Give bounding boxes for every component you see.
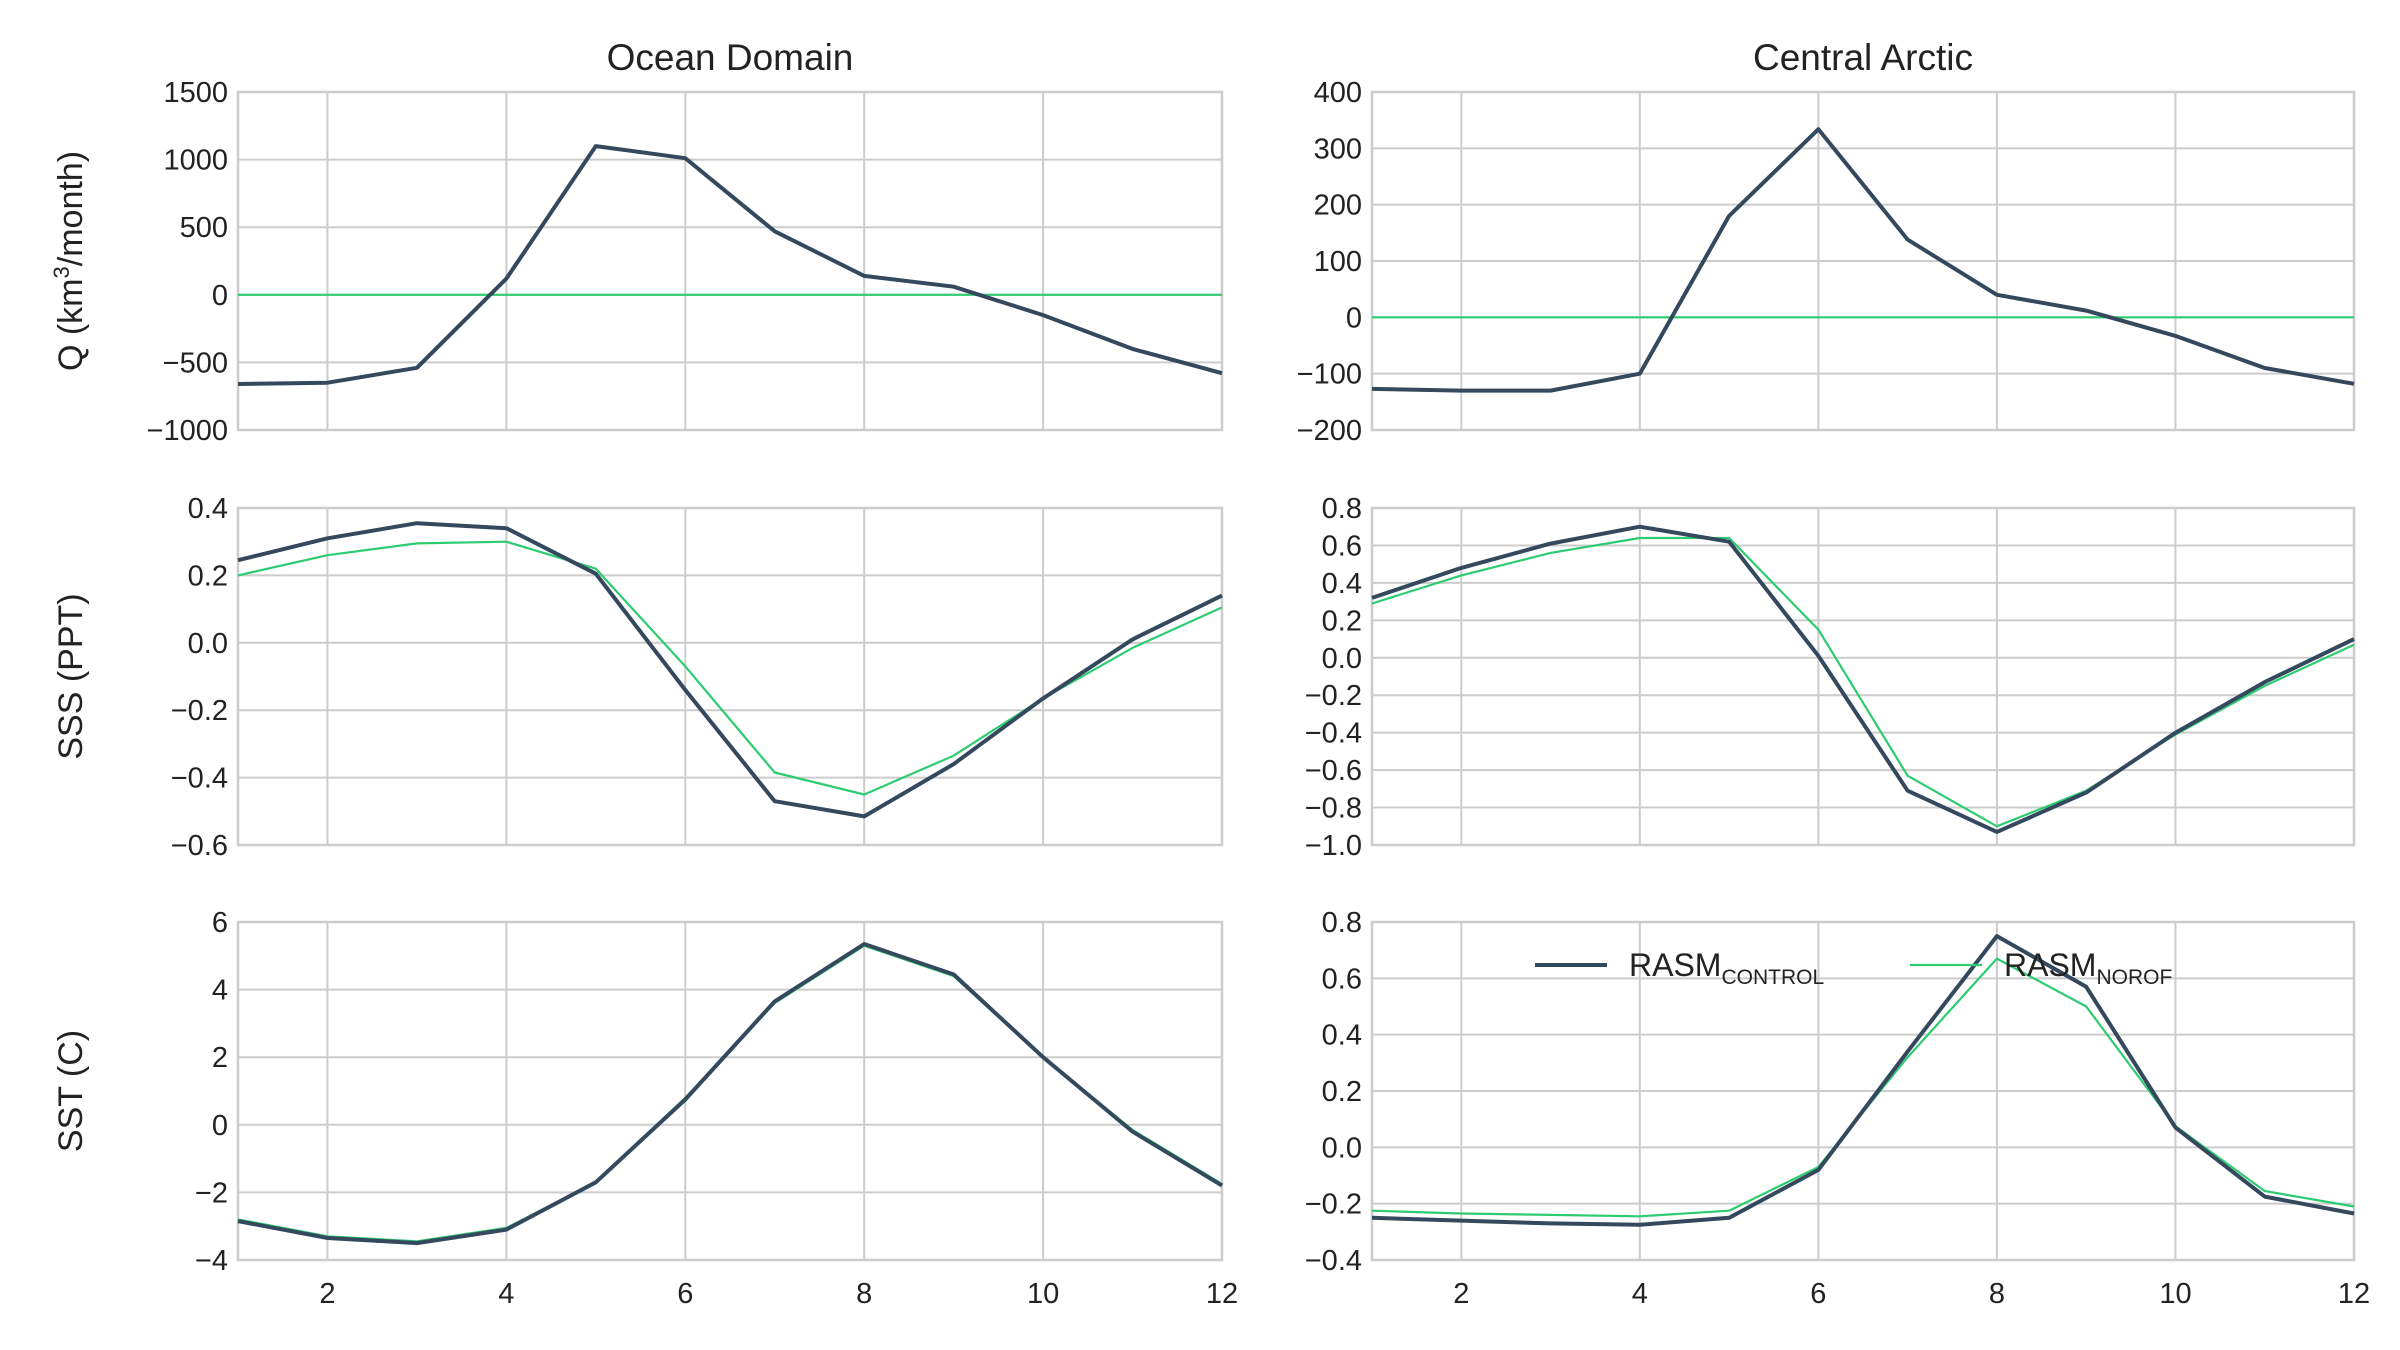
series-line-norof	[237, 540, 1223, 796]
y-tick-label: 0.8	[1322, 493, 1362, 525]
y-tick-label: 0.6	[1322, 530, 1362, 562]
x-tick-label: 12	[2338, 1278, 2370, 1310]
y-tick-label: −0.2	[171, 695, 228, 727]
x-tick-label: 10	[2159, 1278, 2191, 1310]
y-tick-label: 0.6	[1322, 963, 1362, 995]
y-tick-label: 0	[212, 280, 228, 312]
panel-title: Central Arctic	[1753, 37, 1973, 78]
axes-frame	[236, 90, 1224, 432]
panel-5: −4 −2 0 2 4 6 2 4 6 8 10 12 SST (C)	[52, 907, 1238, 1310]
y-axis-label: SST (C)	[52, 1030, 90, 1152]
y-tick-label: 2	[212, 1042, 228, 1074]
axes-frame	[1370, 90, 2356, 432]
series-line-norof	[1371, 957, 2355, 1218]
x-tick-label: 12	[1206, 1278, 1238, 1310]
y-tick-label: 0.4	[1322, 1020, 1362, 1052]
legend: RASMCONTROL RASMNOROF	[1535, 947, 2172, 989]
panel-6: −0.4 −0.2 0.0 0.2 0.4 0.6 0.8 2 4 6 8 10 12	[1305, 907, 2370, 1310]
y-tick-label: 400	[1314, 77, 1362, 109]
y-tick-label: 0.4	[188, 493, 228, 525]
y-axis-label: SSS (PPT)	[52, 593, 90, 759]
y-tick-label: 4	[212, 975, 228, 1007]
y-tick-label: 500	[180, 212, 228, 244]
y-tick-label: −100	[1297, 359, 1362, 391]
y-tick-label: 200	[1314, 190, 1362, 222]
y-tick-label: −0.4	[171, 763, 228, 795]
y-tick-label: 0	[1346, 302, 1362, 334]
x-tick-label: 8	[1989, 1278, 2005, 1310]
y-tick-label: 1000	[163, 145, 228, 177]
y-tick-label: −0.4	[1305, 1245, 1362, 1277]
y-axis-label: Q (km3/month)	[49, 151, 90, 371]
x-tick-label: 4	[1632, 1278, 1648, 1310]
y-tick-label: −1000	[147, 415, 228, 447]
x-tick-label: 6	[677, 1278, 693, 1310]
axes-frame	[236, 920, 1224, 1262]
y-tick-label: 0.8	[1322, 907, 1362, 939]
panel-2: −200 −100 0 100 200 300 400 Central Arctic	[1297, 37, 2356, 447]
series-line-control	[1371, 524, 2355, 834]
panel-3: −0.6 −0.4 −0.2 0.0 0.2 0.4 SSS (PPT)	[52, 493, 1224, 862]
y-tick-label: −0.2	[1305, 1189, 1362, 1221]
series-line-norof	[1371, 536, 2355, 828]
series-line-control	[237, 144, 1223, 386]
x-tick-label: 6	[1810, 1278, 1826, 1310]
series-line-control	[237, 521, 1223, 819]
y-tick-label: 0.0	[1322, 1132, 1362, 1164]
axes-frame	[236, 506, 1224, 847]
y-tick-label: 0	[212, 1110, 228, 1142]
y-tick-label: 0.4	[1322, 568, 1362, 600]
y-tick-label: −0.6	[1305, 755, 1362, 787]
x-tick-label: 10	[1027, 1278, 1059, 1310]
axes-frame	[1370, 506, 2356, 847]
series-line-control	[237, 942, 1224, 1246]
y-tick-label: 0.2	[1322, 605, 1362, 637]
y-tick-label: 100	[1314, 246, 1362, 278]
y-tick-label: 0.2	[1322, 1076, 1362, 1108]
y-tick-label: −4	[195, 1245, 228, 1277]
y-tick-label: 0.2	[188, 560, 228, 592]
y-tick-label: −0.8	[1305, 793, 1362, 825]
y-tick-label: 0.0	[188, 628, 228, 660]
y-tick-label: −2	[195, 1177, 228, 1209]
legend-label-control: RASMCONTROL	[1629, 947, 1824, 989]
y-tick-label: −200	[1297, 415, 1362, 447]
panel-4: −1.0 −0.8 −0.6 −0.4 −0.2 0.0 0.2 0.4 0.6 0.8	[1305, 493, 2356, 862]
series-line-control	[1371, 934, 2355, 1227]
y-tick-label: 300	[1314, 133, 1362, 165]
series-line-control	[1371, 127, 2355, 393]
x-tick-label: 8	[856, 1278, 872, 1310]
x-tick-label: 2	[1453, 1278, 1469, 1310]
y-tick-label: 6	[212, 907, 228, 939]
panel-1: −1000 −500 0 500 1000 1500 Ocean Domain Q (km3/…	[49, 37, 1224, 447]
legend-label-norof: RASMNOROF	[2004, 947, 2172, 989]
y-tick-label: −1.0	[1305, 830, 1362, 862]
x-tick-label: 4	[498, 1278, 514, 1310]
x-tick-label: 2	[319, 1278, 335, 1310]
y-tick-label: −0.2	[1305, 680, 1362, 712]
axes-frame	[1370, 920, 2356, 1262]
y-tick-label: −500	[163, 347, 228, 379]
y-tick-label: 1500	[163, 77, 228, 109]
y-tick-label: 0.0	[1322, 643, 1362, 675]
panel-title: Ocean Domain	[607, 37, 854, 78]
y-tick-label: −0.4	[1305, 718, 1362, 750]
y-tick-label: −0.6	[171, 830, 228, 862]
